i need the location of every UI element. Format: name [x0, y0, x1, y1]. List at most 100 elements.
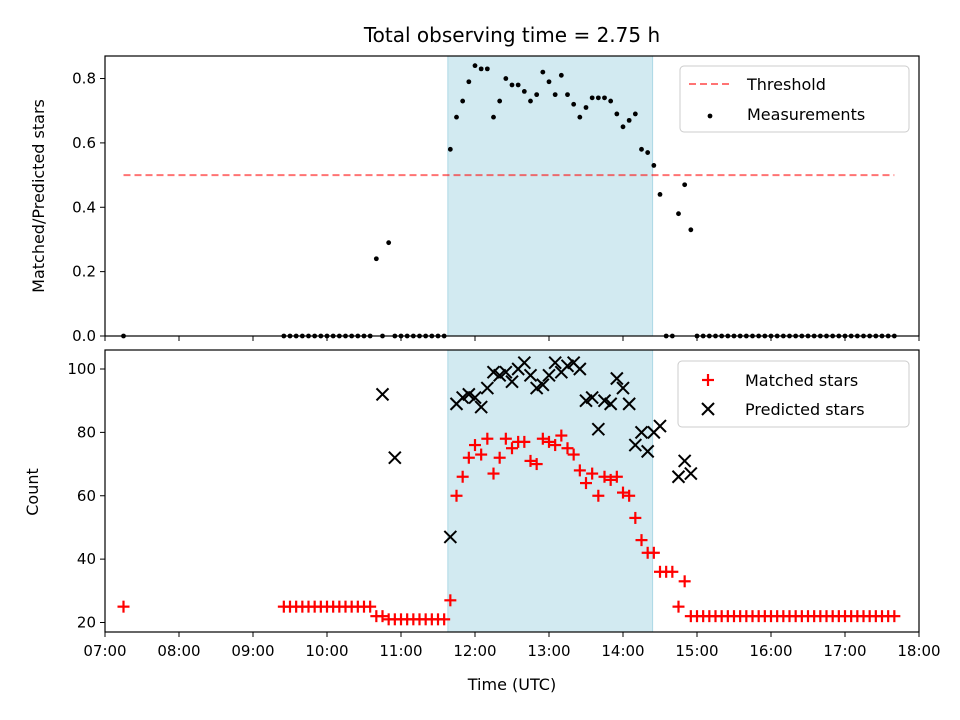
x-tick-label: 11:00 — [379, 642, 422, 660]
x-tick-label: 17:00 — [823, 642, 866, 660]
bottom-y-ticks: 20 40 60 80 100 — [67, 360, 105, 631]
predicted-star-point — [375, 387, 390, 402]
measurement-point — [528, 98, 533, 104]
matched-star-point — [487, 467, 500, 480]
measurement-point — [552, 92, 558, 98]
measurement-point — [565, 92, 570, 98]
predicted-star-point — [573, 362, 587, 376]
top-plot-frame — [104, 55, 920, 337]
predicted-star-point — [548, 355, 562, 370]
predicted-star-point — [653, 419, 667, 433]
measurement-point — [478, 66, 484, 72]
y-tick-label: 60 — [77, 487, 96, 505]
y-tick-label: 0.2 — [72, 263, 96, 281]
matched-star-point — [499, 432, 512, 445]
legend-matched-label: Matched stars — [745, 371, 858, 390]
chart-title: Total observing time = 2.75 h — [363, 23, 660, 47]
predicted-star-point — [480, 381, 495, 395]
matched-star-point — [506, 442, 518, 455]
matched-star-point — [635, 534, 648, 547]
matched-star-point — [438, 613, 451, 626]
measurement-point — [595, 95, 601, 101]
predicted-star-point — [677, 454, 692, 468]
measurement-point — [497, 98, 503, 104]
measurement-point — [583, 105, 589, 110]
legend-predicted-label: Predicted stars — [745, 400, 865, 419]
matched-star-point — [555, 429, 568, 442]
measurement-point — [602, 95, 607, 101]
measurement-point — [639, 146, 644, 152]
matched-star-point — [617, 486, 629, 499]
legend-predicted-marker — [701, 402, 715, 416]
predicted-star-point — [536, 378, 550, 392]
bottom-legend: Matched stars Predicted stars — [677, 360, 910, 428]
matched-star-point — [462, 451, 475, 464]
x-tick-label: 18:00 — [897, 642, 940, 660]
y-tick-label: 40 — [77, 550, 96, 568]
measurement-point — [515, 82, 521, 88]
matched-star-point — [364, 600, 377, 613]
legend-measurement-marker — [707, 113, 713, 119]
bottom-plot-frame — [104, 349, 920, 633]
matched-star-point — [450, 489, 463, 502]
predicted-star-point — [616, 381, 630, 395]
matched-star-point — [456, 470, 469, 483]
legend-threshold-label: Threshold — [746, 75, 826, 94]
predicted-star-point — [542, 368, 556, 383]
predicted-star-points — [375, 355, 698, 544]
measurement-point — [546, 79, 552, 85]
matched-star-point — [536, 432, 549, 445]
observing-window — [447, 55, 654, 337]
measurement-point — [577, 114, 583, 120]
measurement-point — [509, 82, 515, 88]
bottom-panel: 07:00 08:00 09:00 10:00 11:00 12:00 13:00 14:00… — [23, 349, 941, 694]
measurement-point — [558, 72, 564, 78]
measurement-point — [571, 101, 577, 107]
x-axis-label: Time (UTC) — [467, 675, 556, 694]
predicted-star-point — [499, 365, 513, 379]
predicted-star-point — [603, 397, 618, 411]
predicted-star-point — [634, 425, 649, 440]
x-tick-label: 16:00 — [749, 642, 792, 660]
x-tick-label: 13:00 — [527, 642, 570, 660]
matched-star-point — [117, 600, 130, 613]
matched-star-point — [580, 477, 592, 490]
x-tick-label: 08:00 — [157, 642, 200, 660]
matched-star-point — [524, 454, 537, 467]
measurement-point — [491, 114, 496, 120]
measurement-point — [484, 66, 490, 72]
measurement-point — [540, 69, 546, 75]
predicted-star-point — [671, 470, 686, 484]
measurement-point — [386, 240, 392, 246]
measurement-point — [651, 163, 657, 168]
measurement-point — [521, 89, 527, 94]
y-tick-label: 0.4 — [72, 198, 96, 216]
matched-star-point — [586, 467, 599, 480]
matched-star-point — [610, 470, 623, 483]
matched-star-point — [629, 511, 642, 524]
predicted-star-point — [505, 374, 519, 389]
x-tick-label: 10:00 — [305, 642, 348, 660]
top-legend: Threshold Measurements — [679, 65, 910, 133]
y-tick-label: 0.0 — [72, 327, 96, 345]
matched-star-point — [376, 610, 389, 623]
predicted-star-point — [640, 444, 655, 459]
measurement-point — [632, 111, 638, 117]
matched-star-point — [672, 600, 685, 613]
predicted-star-point — [622, 397, 636, 411]
measurement-point — [626, 117, 632, 123]
matched-star-point — [573, 464, 586, 477]
measurement-point — [657, 191, 663, 197]
matched-star-point — [543, 435, 555, 448]
top-y-axis-label: Matched/Predicted stars — [29, 99, 48, 293]
predicted-star-point — [585, 390, 599, 405]
measurement-point — [676, 211, 681, 217]
predicted-star-point — [610, 371, 624, 386]
measurement-point — [454, 114, 459, 120]
observing-window — [447, 349, 654, 633]
x-tick-label: 09:00 — [231, 642, 274, 660]
matched-star-point — [481, 432, 494, 445]
matched-star-point — [493, 451, 506, 464]
top-y-ticks: 0.0 0.2 0.4 0.6 0.8 — [72, 70, 105, 345]
